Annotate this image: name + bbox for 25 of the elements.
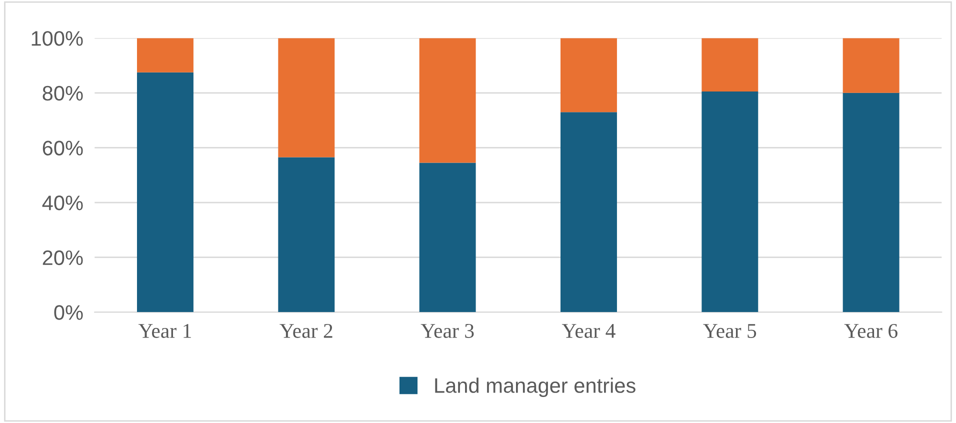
x-tick-label: Year 6 xyxy=(844,324,898,338)
y-tick-label: 60% xyxy=(42,140,83,156)
bar xyxy=(702,92,758,312)
x-tick-label: Year 4 xyxy=(562,324,616,338)
bar xyxy=(560,38,617,112)
x-tick-label: Year 3 xyxy=(420,324,474,338)
bar xyxy=(136,38,194,72)
y-tick-label: 100% xyxy=(32,31,83,46)
bar xyxy=(842,38,900,93)
x-tick-label: Year 5 xyxy=(703,324,756,338)
bar xyxy=(278,157,335,312)
y-tick-label: 20% xyxy=(42,250,83,266)
bar xyxy=(842,92,900,312)
bar xyxy=(278,38,335,158)
bar xyxy=(419,162,476,312)
legend-label: Land manager entries xyxy=(435,378,636,398)
x-tick-label: Year 1 xyxy=(138,324,191,338)
y-tick-label: 0% xyxy=(54,305,83,320)
bar xyxy=(136,72,194,312)
y-tick-label: 80% xyxy=(42,86,83,101)
y-tick-label: 40% xyxy=(42,196,83,210)
bar xyxy=(560,112,617,312)
x-tick-label: Year 2 xyxy=(280,324,332,338)
bar xyxy=(702,38,758,92)
bar xyxy=(419,38,476,163)
